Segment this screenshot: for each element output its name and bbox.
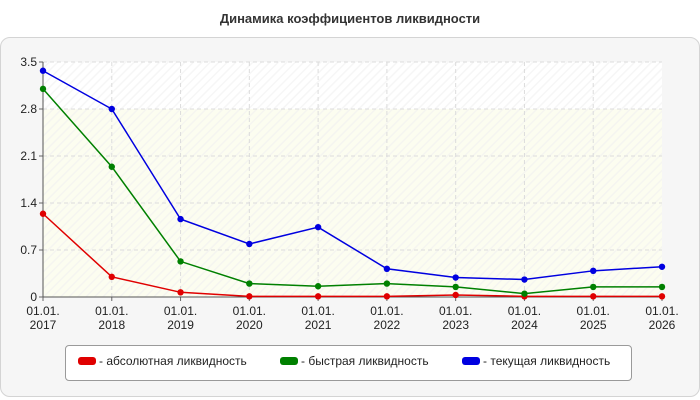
data-point-current [521, 276, 528, 283]
data-point-current [39, 67, 47, 74]
data-point-absolute [658, 293, 666, 300]
data-point-quick [658, 283, 666, 291]
data-point-absolute [452, 291, 459, 299]
data-point-current [383, 265, 391, 272]
x-tick-label-line2: 2019 [167, 318, 194, 332]
x-tick-label: 01.01. 2019 [164, 304, 197, 332]
legend: - абсолютная ликвидность - быстрая ликви… [65, 345, 632, 381]
data-point-absolute [177, 289, 184, 296]
x-tick-label-line1: 01.01. [508, 304, 541, 318]
data-point-absolute [39, 210, 47, 217]
x-tick-label: 01.01. 2022 [370, 304, 403, 332]
legend-swatch-quick [280, 357, 298, 365]
series-line-current [42, 70, 663, 281]
x-tick-label-line1: 01.01. [439, 304, 472, 318]
x-tick-label-line2: 2020 [236, 318, 263, 332]
legend-swatch-absolute [78, 357, 96, 365]
x-tick-label: 01.01. 2025 [577, 304, 610, 332]
legend-item-current: - текущая ликвидность [462, 354, 610, 368]
x-tick-label-line2: 2024 [511, 318, 538, 332]
data-point-quick [383, 280, 391, 287]
plot-hatch [43, 62, 662, 297]
x-tick-label-line1: 01.01. [233, 304, 266, 318]
x-tick-label-line2: 2017 [30, 318, 57, 332]
x-tick-label: 01.01. 2023 [439, 304, 472, 332]
x-tick-label-line1: 01.01. [164, 304, 197, 318]
series-line-quick [42, 88, 662, 295]
x-tick-label: 01.01. 2017 [26, 304, 59, 332]
data-point-absolute [108, 273, 115, 281]
x-tick-label-line1: 01.01. [645, 304, 678, 318]
legend-swatch-current [462, 357, 480, 365]
data-point-quick [590, 283, 597, 291]
data-point-quick [452, 283, 459, 291]
x-tick-label-line2: 2026 [649, 318, 676, 332]
x-tick-label-line1: 01.01. [577, 304, 610, 318]
data-point-absolute [246, 293, 253, 300]
legend-label-absolute: - абсолютная ликвидность [99, 354, 247, 368]
data-point-current [246, 240, 253, 248]
x-tick-label-line1: 01.01. [95, 304, 128, 318]
data-point-quick [39, 85, 47, 93]
x-tick-label: 01.01. 2024 [508, 304, 541, 332]
data-point-quick [108, 163, 115, 170]
data-point-current [108, 105, 115, 113]
data-point-quick [246, 280, 253, 287]
x-tick-label-line2: 2023 [442, 318, 469, 332]
legend-label-current: - текущая ликвидность [483, 354, 611, 368]
x-tick-label-line2: 2021 [305, 318, 332, 332]
y-tick-label: 0.7 [20, 243, 37, 257]
data-point-absolute [590, 293, 597, 300]
x-tick-label: 01.01. 2021 [301, 304, 334, 332]
series-line-absolute [42, 213, 662, 298]
data-point-current [590, 267, 597, 275]
data-point-current [658, 263, 666, 270]
x-tick-label: 01.01. 2026 [645, 304, 678, 332]
data-point-quick [177, 258, 184, 265]
legend-label-quick: - быстрая ликвидность [301, 354, 429, 368]
y-tick-label: 3.5 [20, 55, 37, 69]
data-point-current [314, 223, 322, 231]
legend-item-quick: - быстрая ликвидность [280, 354, 429, 368]
data-point-absolute [383, 293, 391, 300]
x-tick-label-line1: 01.01. [370, 304, 403, 318]
y-tick-label: 0 [30, 290, 37, 304]
chart-title: Динамика коэффициентов ликвидности [219, 11, 481, 26]
x-tick-label-line2: 2025 [580, 318, 607, 332]
x-tick-label-line2: 2022 [374, 318, 401, 332]
data-point-absolute [314, 293, 322, 300]
x-tick-label-line1: 01.01. [26, 304, 59, 318]
y-tick-label: 2.8 [20, 102, 37, 116]
x-tick-label-line1: 01.01. [301, 304, 334, 318]
x-tick-label: 01.01. 2018 [95, 304, 128, 332]
y-tick-label: 2.1 [20, 149, 37, 163]
x-tick-label: 01.01. 2020 [233, 304, 266, 332]
x-tick-label-line2: 2018 [98, 318, 125, 332]
data-point-current [452, 274, 459, 281]
data-point-current [177, 215, 184, 223]
data-point-quick [521, 290, 528, 297]
data-point-quick [314, 283, 322, 290]
legend-item-absolute: - абсолютная ликвидность [78, 354, 247, 368]
y-tick-label: 1.4 [20, 196, 37, 210]
